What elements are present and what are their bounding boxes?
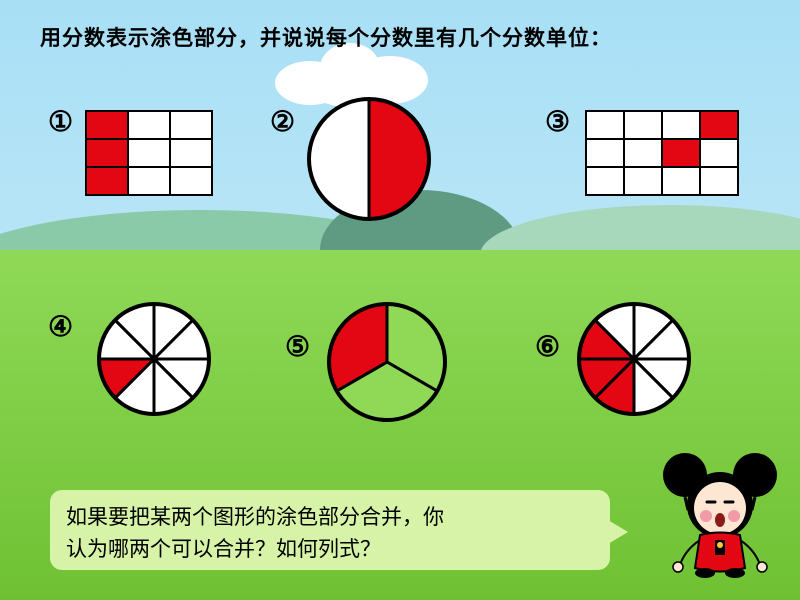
figure-4-circle <box>95 300 213 418</box>
label-4: ④ <box>48 310 73 344</box>
label-2: ② <box>270 105 295 139</box>
label-6: ⑥ <box>535 330 560 364</box>
figure-6-circle <box>575 300 693 418</box>
figure-3-grid <box>585 110 739 196</box>
label-5: ⑤ <box>285 330 310 364</box>
figure-2-circle <box>305 95 433 223</box>
figure-1-grid <box>85 110 213 196</box>
speech-line1: 如果要把某两个图形的涂色部分合并，你 <box>66 505 444 529</box>
label-1: ① <box>48 105 73 139</box>
figure-5-circle <box>325 300 449 424</box>
speech-bubble: 如果要把某两个图形的涂色部分合并，你 认为哪两个可以合并？如何列式？ <box>50 490 610 570</box>
page-title: 用分数表示涂色部分，并说说每个分数里有几个分数单位： <box>40 22 612 52</box>
character-icon <box>660 440 780 580</box>
label-3: ③ <box>545 105 570 139</box>
speech-line2: 认为哪两个可以合并？如何列式？ <box>66 537 381 561</box>
